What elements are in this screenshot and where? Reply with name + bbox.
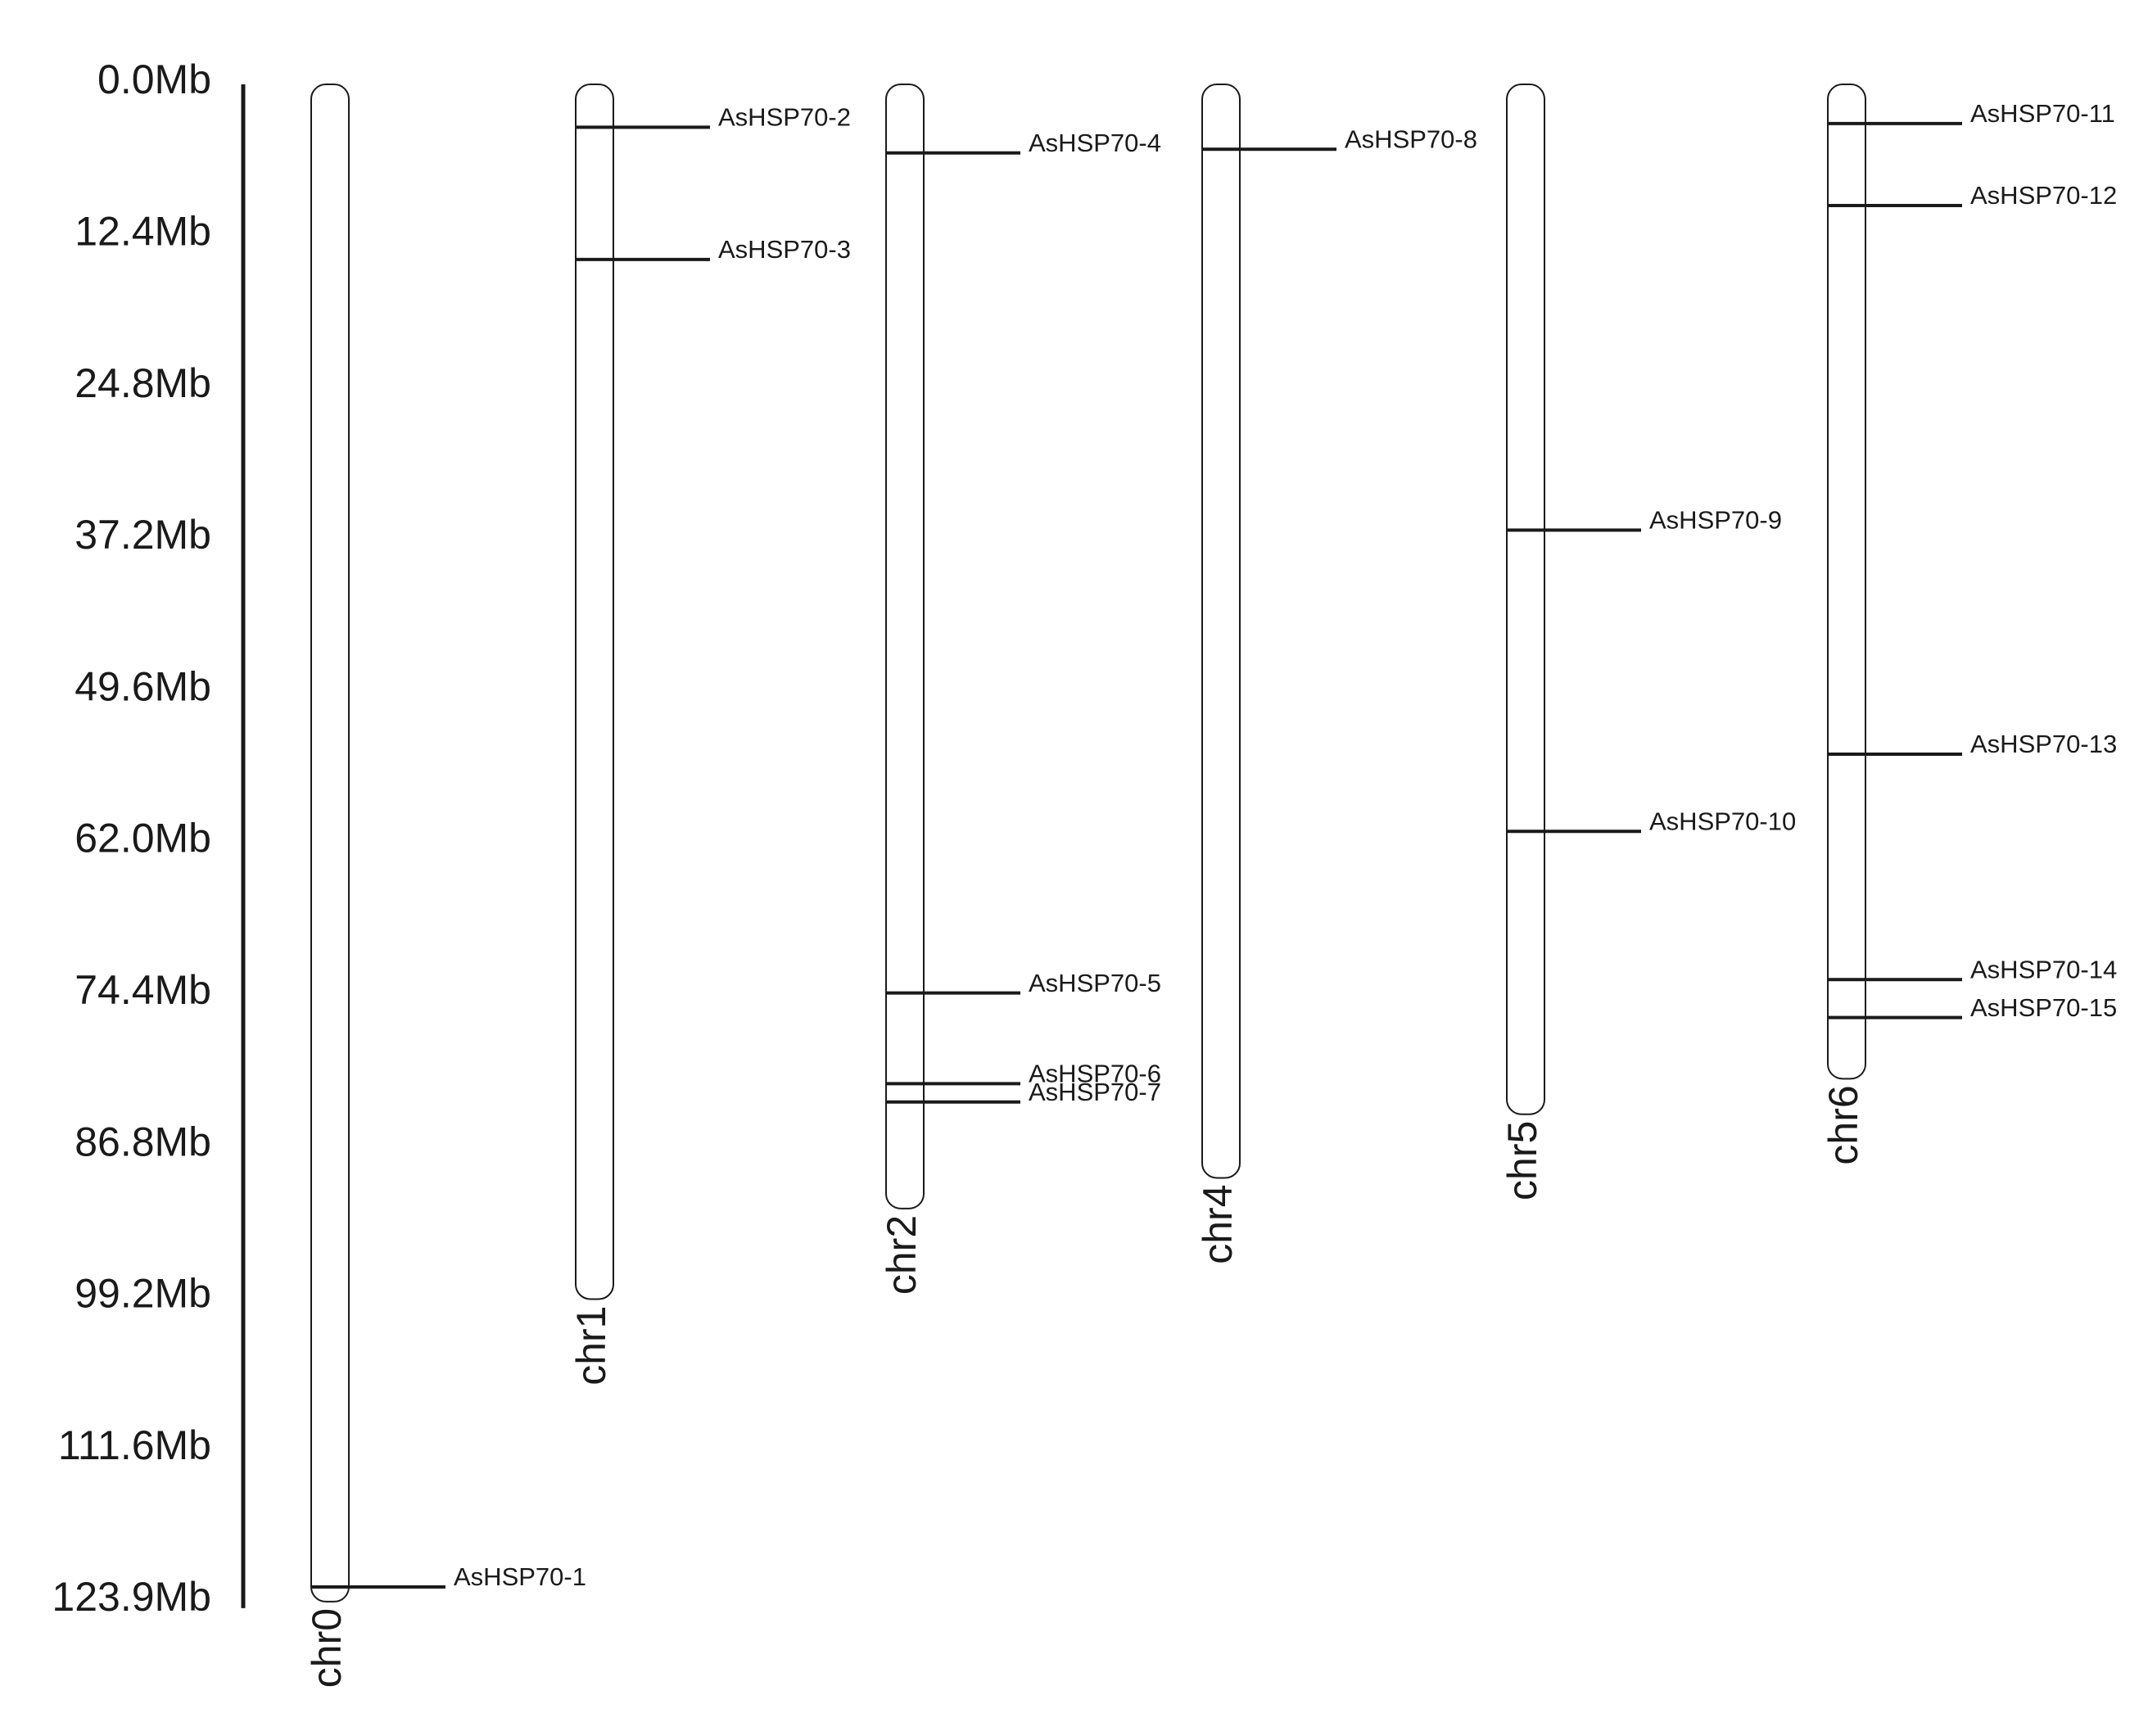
gene-label: AsHSP70-6: [1029, 1060, 1161, 1088]
gene-label: AsHSP70-11: [1970, 99, 2115, 128]
scale-tick-label: 111.6Mb: [58, 1422, 211, 1468]
scale-tick-label: 86.8Mb: [75, 1119, 211, 1164]
scale-tick-label: 24.8Mb: [75, 360, 211, 406]
gene-label: AsHSP70-12: [1970, 181, 2117, 210]
gene-label: AsHSP70-4: [1029, 129, 1161, 157]
chromosome-group: chr0 AsHSP70-1 chr1 AsHSP70-2 AsHSP70-3 chr2 A…: [304, 84, 2117, 1688]
scale-tick-label: 0.0Mb: [97, 57, 211, 102]
chromosome-body: [310, 84, 350, 1603]
chromosome-chr1: chr1 AsHSP70-2 AsHSP70-3: [568, 84, 851, 1386]
chromosome-chr4: chr4 AsHSP70-8: [1195, 84, 1477, 1264]
scale-tick-label: 123.9Mb: [52, 1574, 211, 1620]
scale-tick-label: 37.2Mb: [75, 512, 211, 558]
chromosome-label: chr2: [879, 1215, 925, 1295]
gene-label: AsHSP70-9: [1649, 506, 1782, 535]
chromosome-body: [1827, 84, 1866, 1080]
gene-label: AsHSP70-8: [1345, 124, 1477, 153]
chromosome-chr0: chr0 AsHSP70-1: [304, 84, 586, 1688]
gene-label: AsHSP70-1: [454, 1562, 586, 1591]
chromosome-body: [575, 84, 614, 1300]
gene-label: AsHSP70-14: [1970, 955, 2117, 983]
scale-tick-label: 74.4Mb: [75, 967, 211, 1013]
chromosome-label: chr0: [304, 1608, 350, 1688]
gene-label: AsHSP70-5: [1029, 969, 1161, 997]
scale-axis: 0.0Mb 12.4Mb 24.8Mb 37.2Mb 49.6Mb 62.0Mb 74.4M…: [52, 57, 246, 1620]
chromosome-chr5: chr5 AsHSP70-9 AsHSP70-10: [1499, 84, 1796, 1200]
chromosome-body: [1201, 84, 1241, 1179]
chromosome-body: [1506, 84, 1545, 1115]
chromosome-label: chr6: [1820, 1085, 1866, 1164]
gene-label: AsHSP70-3: [718, 235, 851, 264]
chromosome-body: [885, 84, 925, 1209]
chromosome-label: chr4: [1195, 1184, 1241, 1264]
gene-label: AsHSP70-15: [1970, 993, 2117, 1022]
gene-label: AsHSP70-13: [1970, 730, 2117, 758]
chromosome-label: chr1: [568, 1306, 614, 1386]
chromosome-chr6: chr6 AsHSP70-11 AsHSP70-12 AsHSP70-13 AsHSP7…: [1820, 84, 2117, 1165]
scale-tick-label: 99.2Mb: [75, 1271, 211, 1317]
scale-tick-label: 49.6Mb: [75, 663, 211, 709]
scale-tick-label: 12.4Mb: [75, 208, 211, 254]
chromosome-label: chr5: [1499, 1121, 1545, 1200]
gene-label: AsHSP70-10: [1649, 807, 1796, 835]
gene-label: AsHSP70-7: [1029, 1078, 1161, 1106]
gene-label: AsHSP70-2: [718, 103, 851, 132]
scale-tick-label: 62.0Mb: [75, 816, 211, 861]
